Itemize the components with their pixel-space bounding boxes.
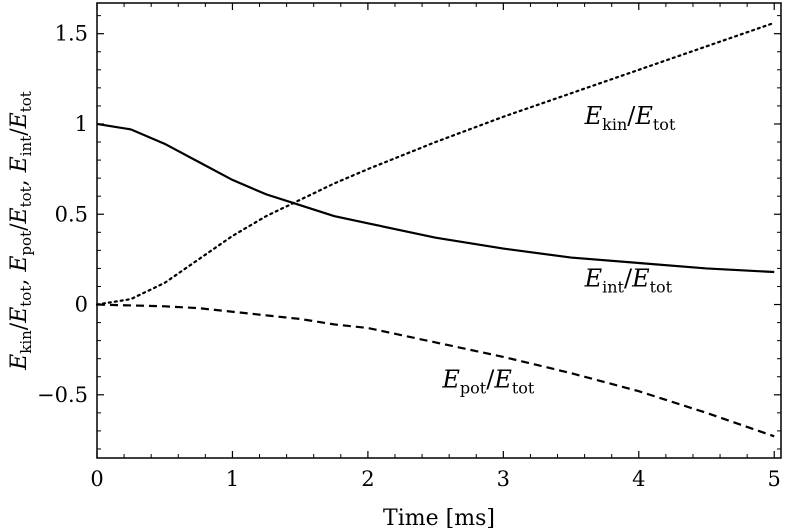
x-tick-label: 5: [768, 467, 781, 491]
series-layer: [95, 21, 776, 438]
y-axis-label: Ekin/Etot, Epot/Etot, Eint/Etot: [7, 91, 35, 371]
annotation-int: Eint/Etot: [584, 264, 673, 296]
x-tick-label: 3: [497, 467, 510, 491]
series-line-solid: [96, 122, 775, 274]
y-tick-label: 0.5: [55, 202, 88, 226]
plot-frame: [96, 2, 782, 459]
y-tick-label: 1: [75, 112, 88, 136]
series-line-dotted: [95, 21, 776, 306]
y-tick-label: 1.5: [55, 22, 88, 46]
ticks-layer: [96, 3, 781, 458]
series-line-dashed: [96, 303, 775, 438]
x-axis-label: Time [ms]: [383, 506, 495, 531]
annotation-kin: Ekin/Etot: [584, 102, 676, 134]
annotations-layer: Ekin/Etot Eint/Etot Epot/Etot: [441, 102, 676, 398]
labels-layer: 0 1 2 3 4 5 −0.5 0 0.5 1 1.5 Time [ms] Ekin/Etot, Ep…: [7, 22, 781, 531]
y-tick-label: 0: [75, 293, 88, 317]
y-tick-label: −0.5: [37, 383, 88, 407]
annotation-pot: Epot/Etot: [441, 366, 535, 398]
x-tick-label: 4: [632, 467, 645, 491]
x-tick-label: 1: [226, 467, 239, 491]
x-tick-label: 0: [90, 467, 103, 491]
x-tick-label: 2: [361, 467, 374, 491]
